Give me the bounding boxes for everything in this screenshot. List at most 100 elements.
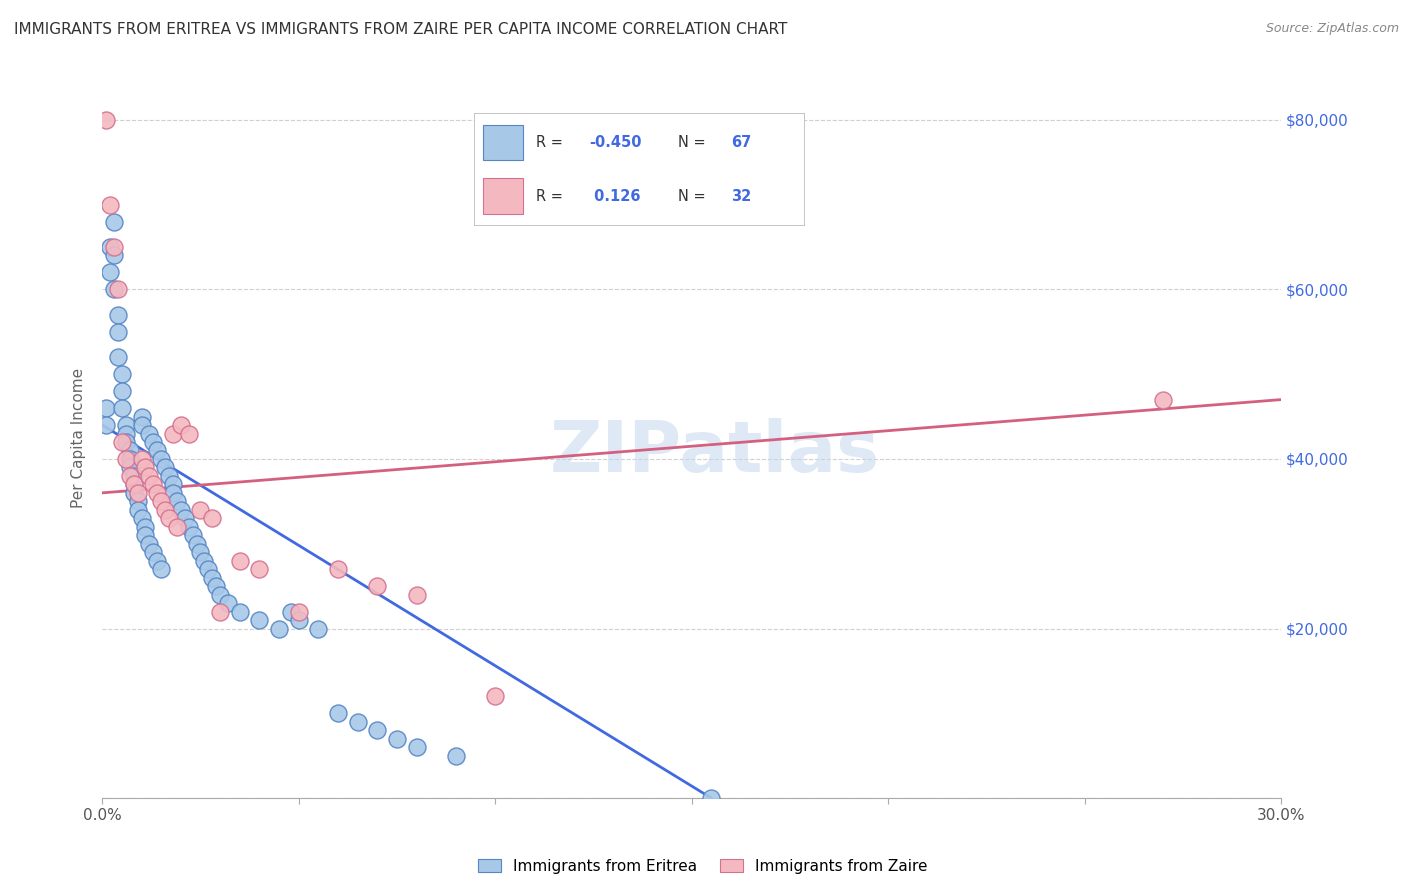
- Point: [346, 714, 368, 729]
- Point: [170, 503, 193, 517]
- Point: [94, 417, 117, 432]
- Point: [131, 511, 153, 525]
- Point: [700, 791, 723, 805]
- Point: [107, 350, 129, 364]
- Point: [134, 528, 156, 542]
- Point: [131, 417, 153, 432]
- Point: [114, 452, 136, 467]
- Point: [122, 486, 145, 500]
- Point: [150, 494, 173, 508]
- Point: [209, 605, 232, 619]
- Point: [229, 605, 252, 619]
- Point: [146, 443, 169, 458]
- Point: [173, 511, 195, 525]
- Point: [326, 706, 349, 721]
- Point: [287, 605, 309, 619]
- Point: [118, 452, 141, 467]
- Point: [267, 622, 290, 636]
- Point: [114, 426, 136, 441]
- Point: [131, 409, 153, 424]
- Point: [247, 613, 270, 627]
- Point: [162, 477, 184, 491]
- Point: [138, 426, 160, 441]
- Point: [150, 562, 173, 576]
- Point: [118, 469, 141, 483]
- Point: [197, 562, 219, 576]
- Point: [103, 248, 125, 262]
- Point: [127, 503, 149, 517]
- Point: [157, 511, 180, 525]
- Point: [162, 426, 184, 441]
- Y-axis label: Per Capita Income: Per Capita Income: [72, 368, 86, 508]
- Point: [181, 528, 204, 542]
- Point: [484, 690, 506, 704]
- Point: [114, 417, 136, 432]
- Point: [162, 486, 184, 500]
- Point: [166, 520, 188, 534]
- Point: [193, 554, 215, 568]
- Point: [166, 494, 188, 508]
- Point: [146, 486, 169, 500]
- Point: [114, 435, 136, 450]
- Point: [201, 571, 224, 585]
- Point: [118, 443, 141, 458]
- Point: [107, 325, 129, 339]
- Point: [153, 460, 176, 475]
- Point: [405, 740, 427, 755]
- Point: [287, 613, 309, 627]
- Point: [107, 308, 129, 322]
- Point: [405, 588, 427, 602]
- Legend: Immigrants from Eritrea, Immigrants from Zaire: Immigrants from Eritrea, Immigrants from…: [472, 853, 934, 880]
- Point: [122, 477, 145, 491]
- Point: [142, 435, 165, 450]
- Point: [111, 435, 134, 450]
- Point: [385, 731, 408, 746]
- Point: [201, 511, 224, 525]
- Point: [118, 460, 141, 475]
- Point: [150, 452, 173, 467]
- Point: [307, 622, 329, 636]
- Point: [205, 579, 228, 593]
- Point: [190, 545, 212, 559]
- Point: [138, 469, 160, 483]
- Point: [177, 520, 200, 534]
- Text: Source: ZipAtlas.com: Source: ZipAtlas.com: [1265, 22, 1399, 36]
- Point: [142, 545, 165, 559]
- Point: [326, 562, 349, 576]
- Point: [111, 384, 134, 398]
- Point: [98, 197, 121, 211]
- Point: [111, 401, 134, 415]
- Point: [98, 240, 121, 254]
- Point: [146, 554, 169, 568]
- Point: [134, 460, 156, 475]
- Point: [138, 537, 160, 551]
- Point: [217, 596, 239, 610]
- Point: [229, 554, 252, 568]
- Point: [94, 112, 117, 127]
- Point: [366, 579, 388, 593]
- Point: [134, 520, 156, 534]
- Point: [122, 477, 145, 491]
- Text: IMMIGRANTS FROM ERITREA VS IMMIGRANTS FROM ZAIRE PER CAPITA INCOME CORRELATION C: IMMIGRANTS FROM ERITREA VS IMMIGRANTS FR…: [14, 22, 787, 37]
- Point: [94, 401, 117, 415]
- Point: [247, 562, 270, 576]
- Point: [1152, 392, 1174, 407]
- Point: [122, 469, 145, 483]
- Point: [170, 417, 193, 432]
- Point: [190, 503, 212, 517]
- Point: [127, 486, 149, 500]
- Point: [153, 503, 176, 517]
- Point: [186, 537, 208, 551]
- Point: [131, 452, 153, 467]
- Point: [177, 426, 200, 441]
- Point: [107, 282, 129, 296]
- Point: [98, 265, 121, 279]
- Point: [103, 214, 125, 228]
- Point: [366, 723, 388, 738]
- Point: [111, 367, 134, 381]
- Point: [157, 469, 180, 483]
- Point: [127, 494, 149, 508]
- Point: [444, 748, 467, 763]
- Point: [280, 605, 302, 619]
- Point: [209, 588, 232, 602]
